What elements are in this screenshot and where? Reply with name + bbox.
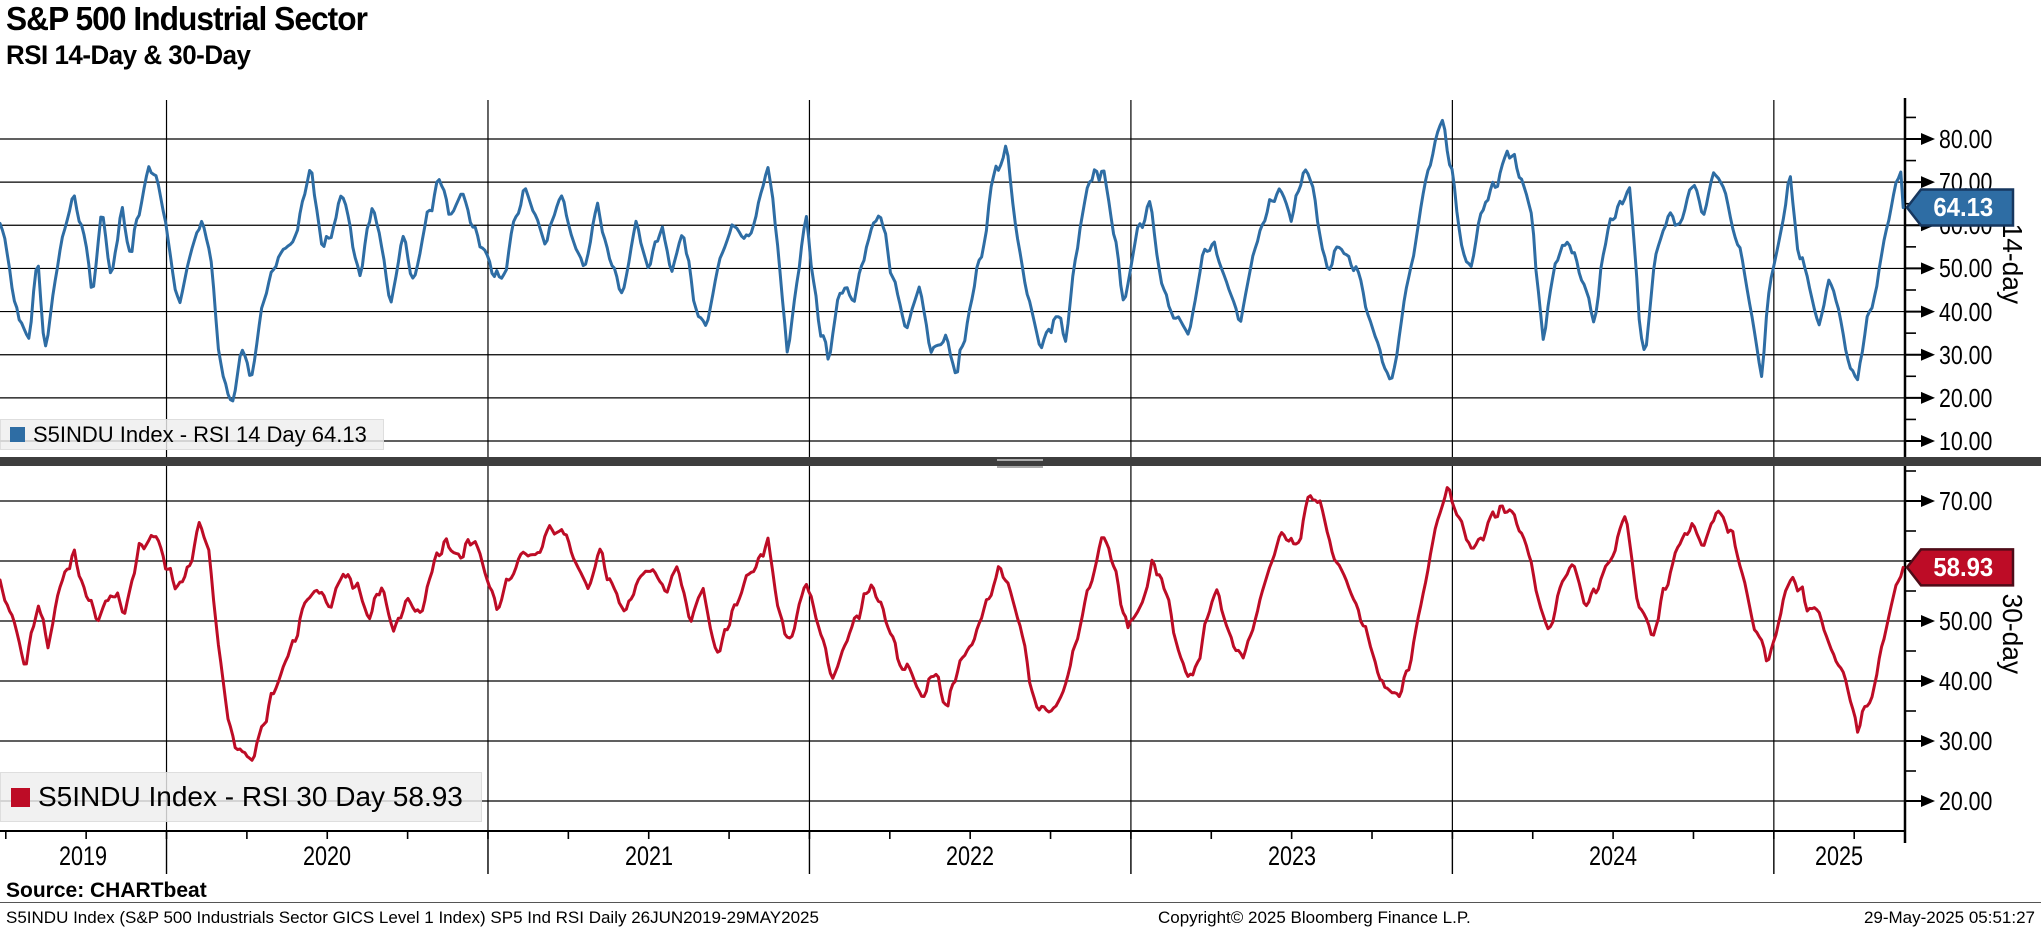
- legend-rsi14[interactable]: S5INDU Index - RSI 14 Day 64.13: [0, 419, 384, 450]
- footer-copyright: Copyright© 2025 Bloomberg Finance L.P.: [1158, 908, 1471, 927]
- legend-rsi30[interactable]: S5INDU Index - RSI 30 Day 58.93: [0, 772, 482, 822]
- page-subtitle: RSI 14-Day & 30-Day: [6, 40, 251, 70]
- panel-axis-label-14day: 14-day: [1997, 223, 2028, 304]
- legend-marker-rsi30-icon: [11, 787, 30, 807]
- footer-source: Source: CHARTbeat: [6, 879, 207, 902]
- legend-label-rsi30: S5INDU Index - RSI 30 Day 58.93: [38, 781, 463, 812]
- legend-marker-rsi14-icon: [10, 427, 25, 442]
- page-title: S&P 500 Industrial Sector: [6, 0, 368, 37]
- panel-divider-handle[interactable]: [997, 459, 1043, 468]
- panel-axis-label-30day: 30-day: [1997, 593, 2028, 674]
- footer-description: S5INDU Index (S&P 500 Industrials Sector…: [6, 908, 819, 927]
- legend-label-rsi14: S5INDU Index - RSI 14 Day 64.13: [33, 421, 367, 447]
- footer-timestamp: 29-May-2025 05:51:27: [1863, 908, 2035, 927]
- footer-divider: [0, 902, 2041, 903]
- last-value-tag-rsi14: 64.13: [1933, 192, 1994, 223]
- last-value-tag-rsi30: 58.93: [1933, 552, 1994, 583]
- panel-divider: [0, 457, 2041, 466]
